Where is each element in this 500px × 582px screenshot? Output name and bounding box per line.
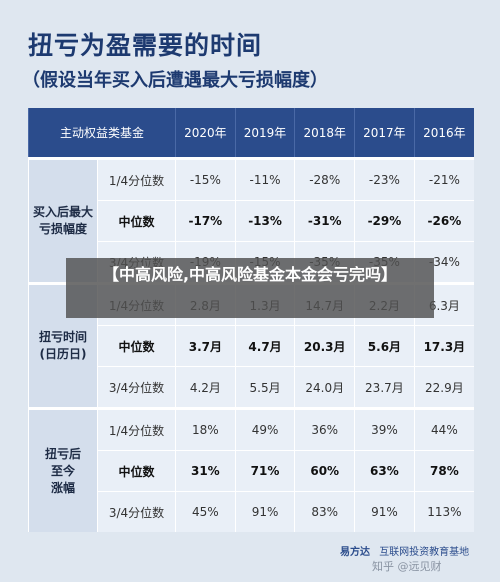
cell: 45% (175, 491, 236, 532)
row-label: 3/4分位数 (96, 491, 176, 532)
data-table: 主动权益类基金 2020年 2019年 2018年 2017年 2016年 买入后最大 亏… (27, 108, 474, 532)
cell: -29% (354, 200, 415, 242)
cell: -11% (234, 157, 295, 201)
table-row: 扭亏后 至今 涨幅 1/4分位数 18% 49% 36% 39% 44% (28, 407, 474, 532)
cell: -23% (354, 157, 415, 201)
cell: -28% (294, 157, 355, 201)
cell: 113% (413, 491, 474, 532)
title: 扭亏为盈需要的时间 (28, 31, 263, 60)
cell: -17% (175, 200, 236, 242)
cell: 91% (234, 491, 295, 532)
cell: 23.7月 (354, 366, 415, 409)
cell: 39% (354, 407, 415, 451)
cell: -21% (413, 157, 474, 201)
watermark: 知乎 @远见财 (372, 560, 442, 573)
cell: -13% (234, 200, 295, 242)
row-label: 中位数 (96, 200, 176, 242)
overlay-banner: 【中高风险,中高风险基金本金会亏完吗】 (66, 258, 434, 318)
cell: 17.3月 (413, 325, 474, 367)
cell: 78% (413, 450, 474, 492)
cell: -26% (413, 200, 474, 242)
row-label: 3/4分位数 (96, 366, 176, 409)
cell: 60% (294, 450, 355, 492)
table-row: 买入后最大 亏损幅度 1/4分位数 -15% -11% -28% -23% -21% (28, 157, 474, 284)
cell: 4.7月 (234, 325, 295, 367)
column-header: 2019年 (234, 108, 295, 159)
brand: 易方达 (340, 547, 370, 558)
column-header: 2020年 (175, 108, 236, 159)
table-row: 3/4分位数 45% 91% 83% 91% 113% (29, 491, 474, 532)
cell: 91% (354, 491, 415, 532)
cell: 4.2月 (175, 366, 236, 409)
slogan: 互联网投资教育基地 (379, 547, 470, 558)
cell: 3.7月 (175, 325, 236, 367)
cell: 20.3月 (294, 325, 355, 367)
row-label: 中位数 (96, 450, 176, 492)
cell: 71% (234, 450, 295, 492)
group-label: 扭亏后 至今 涨幅 (28, 407, 98, 532)
cell: 49% (234, 407, 295, 451)
cell: -15% (175, 157, 236, 201)
cell: 5.5月 (234, 366, 295, 409)
table-row: 中位数 31% 71% 60% 63% 78% (29, 450, 474, 492)
row-label: 中位数 (96, 325, 176, 367)
row-label: 1/4分位数 (96, 157, 176, 201)
table-row: 中位数 3.7月 4.7月 20.3月 5.6月 17.3月 (29, 325, 474, 367)
cell: 36% (294, 407, 355, 451)
subtitle: （假设当年买入后遭遇最大亏损幅度） (22, 70, 328, 91)
header-row: 主动权益类基金 2020年 2019年 2018年 2017年 2016年 (27, 108, 474, 159)
cell: 24.0月 (294, 366, 355, 409)
cell: 5.6月 (354, 325, 415, 367)
column-header: 主动权益类基金 (27, 108, 176, 159)
cell: 18% (175, 407, 236, 451)
cell: 22.9月 (413, 366, 474, 409)
column-header: 2017年 (354, 108, 415, 159)
table-row: 中位数 -17% -13% -31% -29% -26% (29, 200, 474, 242)
row-label: 1/4分位数 (96, 407, 176, 451)
cell: 83% (294, 491, 355, 532)
cell: 63% (354, 450, 415, 492)
cell: 31% (175, 450, 236, 492)
cell: 44% (413, 407, 474, 451)
table-row: 3/4分位数 4.2月 5.5月 24.0月 23.7月 22.9月 (29, 366, 474, 409)
column-header: 2018年 (294, 108, 355, 159)
cell: -31% (294, 200, 355, 242)
footer: 易方达 互联网投资教育基地 (340, 543, 475, 558)
column-header: 2016年 (413, 108, 474, 159)
